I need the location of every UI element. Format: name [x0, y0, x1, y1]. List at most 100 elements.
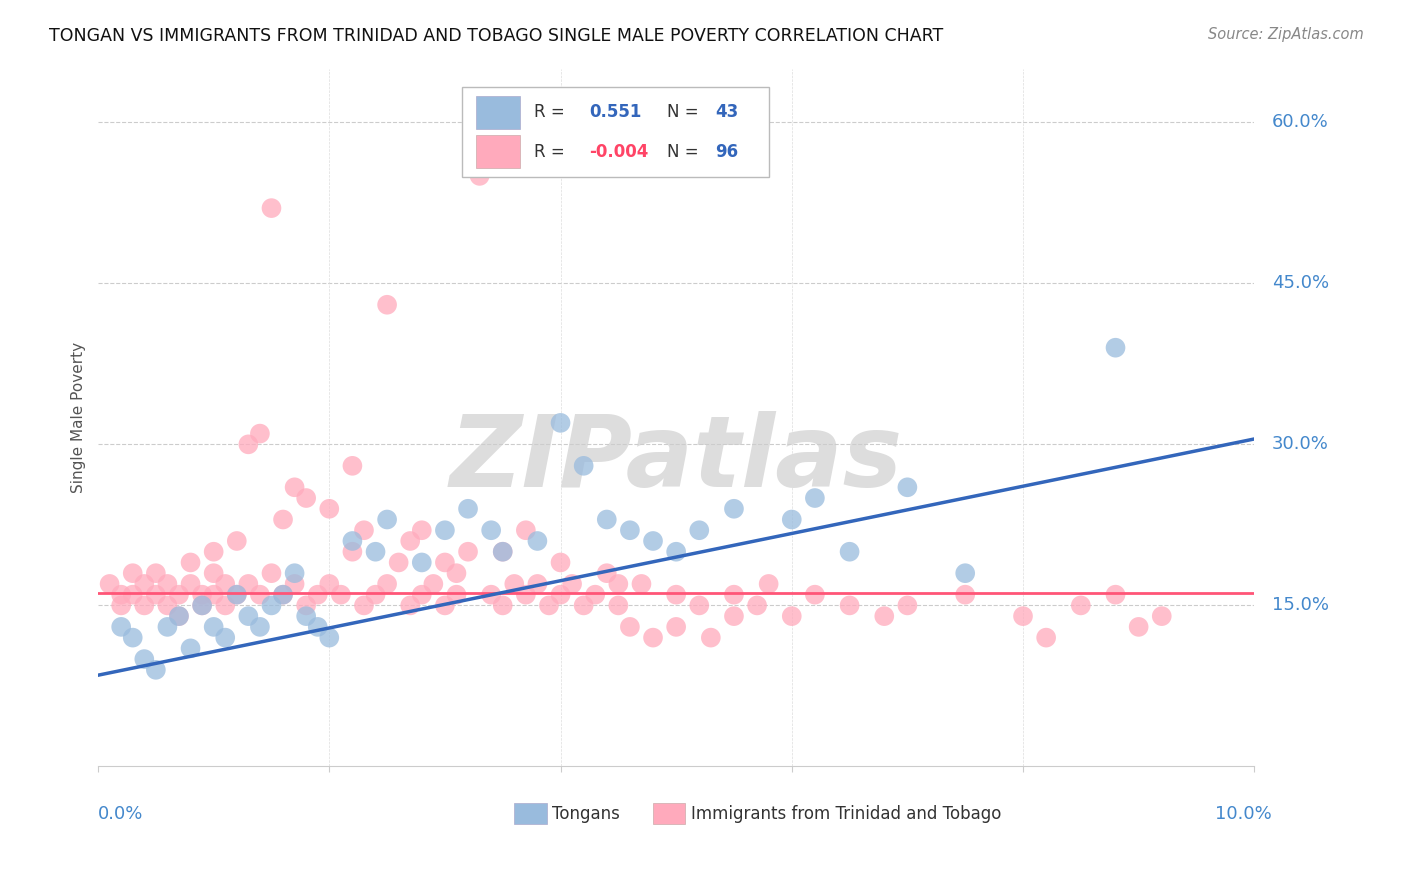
- Point: [1128, 620, 1150, 634]
- Text: -0.004: -0.004: [589, 143, 648, 161]
- Text: R =: R =: [534, 143, 565, 161]
- Point: [411, 556, 433, 570]
- Text: 43: 43: [716, 103, 738, 121]
- Point: [353, 523, 375, 537]
- Bar: [477, 135, 520, 169]
- Text: Immigrants from Trinidad and Tobago: Immigrants from Trinidad and Tobago: [692, 805, 1001, 823]
- Point: [307, 620, 329, 634]
- Point: [838, 545, 860, 559]
- Point: [838, 599, 860, 613]
- Point: [134, 652, 156, 666]
- Point: [607, 599, 630, 613]
- Point: [202, 620, 225, 634]
- Point: [180, 577, 202, 591]
- Point: [318, 631, 340, 645]
- Text: TONGAN VS IMMIGRANTS FROM TRINIDAD AND TOBAGO SINGLE MALE POVERTY CORRELATION CH: TONGAN VS IMMIGRANTS FROM TRINIDAD AND T…: [49, 27, 943, 45]
- Point: [284, 577, 307, 591]
- Point: [238, 609, 260, 624]
- Point: [607, 577, 630, 591]
- Point: [156, 577, 179, 591]
- Point: [1070, 599, 1092, 613]
- Point: [700, 631, 723, 645]
- Point: [1035, 631, 1057, 645]
- Point: [167, 588, 190, 602]
- Point: [238, 577, 260, 591]
- Point: [780, 512, 803, 526]
- Text: N =: N =: [666, 143, 699, 161]
- Point: [526, 577, 548, 591]
- Point: [260, 566, 283, 581]
- Point: [156, 599, 179, 613]
- Bar: [477, 95, 520, 129]
- Text: R =: R =: [534, 103, 565, 121]
- Point: [688, 523, 710, 537]
- Bar: [515, 804, 547, 824]
- Point: [537, 599, 560, 613]
- Text: 60.0%: 60.0%: [1271, 113, 1329, 131]
- Point: [492, 599, 515, 613]
- Point: [214, 631, 236, 645]
- Point: [214, 577, 236, 591]
- Point: [550, 416, 572, 430]
- Point: [318, 501, 340, 516]
- Point: [1104, 588, 1126, 602]
- Point: [202, 588, 225, 602]
- Point: [180, 641, 202, 656]
- Point: [225, 588, 247, 602]
- Point: [375, 577, 398, 591]
- Point: [896, 599, 918, 613]
- Point: [167, 609, 190, 624]
- Point: [422, 577, 444, 591]
- Point: [479, 588, 502, 602]
- Point: [804, 588, 827, 602]
- Point: [342, 533, 364, 548]
- Point: [433, 556, 456, 570]
- Point: [492, 545, 515, 559]
- FancyBboxPatch shape: [463, 87, 769, 177]
- Point: [249, 426, 271, 441]
- Point: [411, 523, 433, 537]
- Point: [271, 512, 294, 526]
- Point: [134, 599, 156, 613]
- Point: [515, 523, 537, 537]
- Point: [145, 566, 167, 581]
- Point: [550, 588, 572, 602]
- Text: 0.551: 0.551: [589, 103, 641, 121]
- Point: [641, 533, 664, 548]
- Point: [364, 588, 387, 602]
- Point: [1150, 609, 1173, 624]
- Bar: [652, 804, 685, 824]
- Point: [375, 512, 398, 526]
- Point: [202, 566, 225, 581]
- Point: [433, 599, 456, 613]
- Point: [688, 599, 710, 613]
- Point: [873, 609, 896, 624]
- Point: [121, 566, 143, 581]
- Point: [583, 588, 606, 602]
- Point: [318, 577, 340, 591]
- Point: [896, 480, 918, 494]
- Point: [596, 512, 619, 526]
- Point: [260, 599, 283, 613]
- Point: [780, 609, 803, 624]
- Point: [110, 588, 132, 602]
- Y-axis label: Single Male Poverty: Single Male Poverty: [72, 342, 86, 493]
- Point: [295, 609, 318, 624]
- Point: [271, 588, 294, 602]
- Point: [399, 599, 422, 613]
- Point: [284, 566, 307, 581]
- Point: [98, 577, 121, 591]
- Point: [953, 588, 976, 602]
- Point: [745, 599, 768, 613]
- Point: [364, 545, 387, 559]
- Text: 0.0%: 0.0%: [98, 805, 143, 822]
- Point: [550, 556, 572, 570]
- Point: [479, 523, 502, 537]
- Point: [225, 533, 247, 548]
- Point: [641, 631, 664, 645]
- Point: [572, 458, 595, 473]
- Point: [526, 533, 548, 548]
- Point: [167, 609, 190, 624]
- Point: [284, 480, 307, 494]
- Point: [503, 577, 526, 591]
